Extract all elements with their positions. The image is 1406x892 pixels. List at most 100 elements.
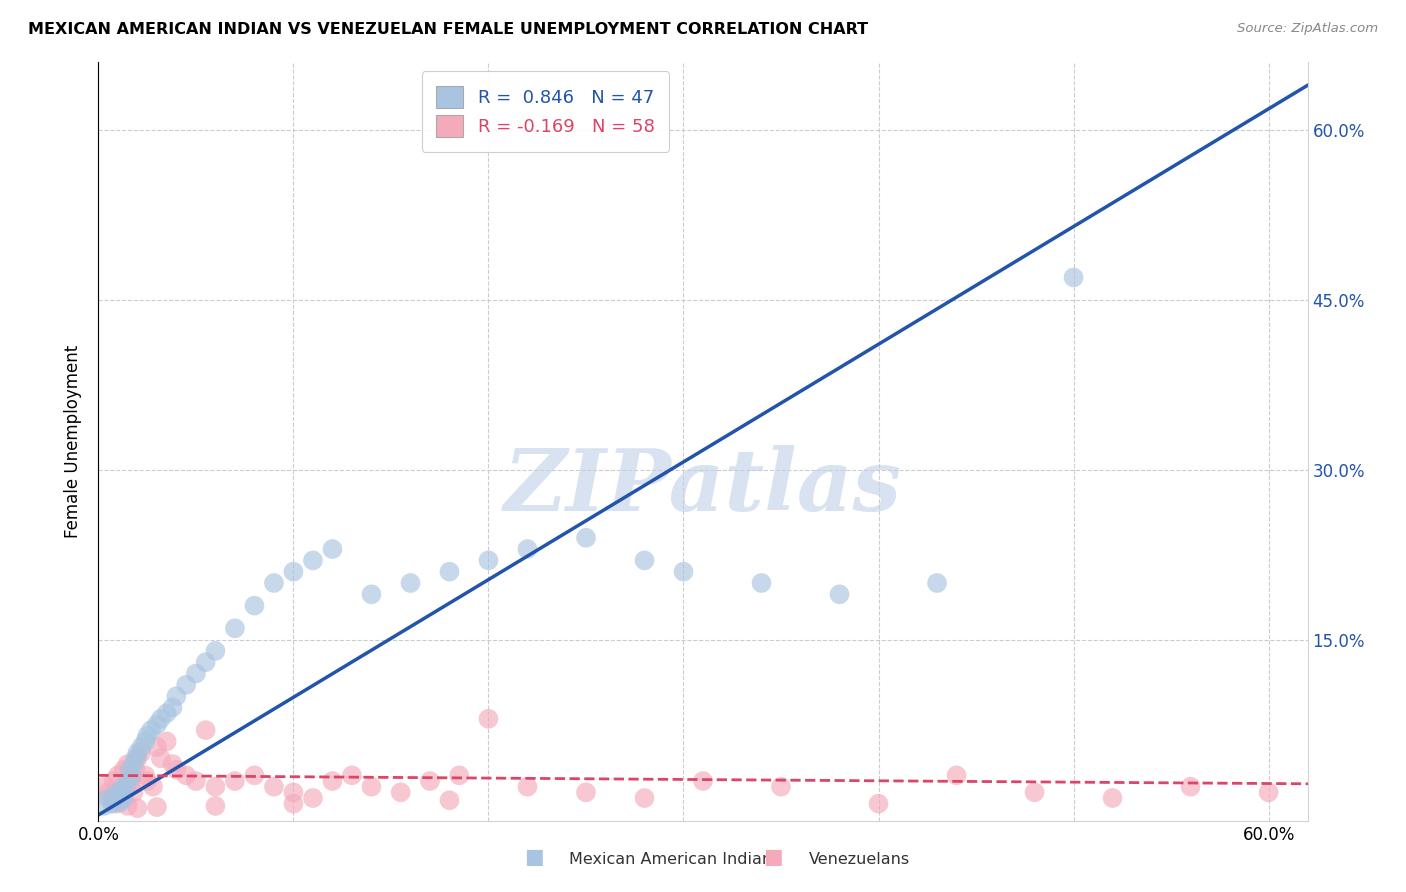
Point xyxy=(1063,270,1085,285)
Point xyxy=(146,717,169,731)
Point xyxy=(117,757,139,772)
Point xyxy=(112,763,135,777)
Point xyxy=(1180,780,1202,794)
Point xyxy=(477,553,499,567)
Point xyxy=(101,791,124,805)
Point xyxy=(162,700,184,714)
Point xyxy=(146,740,169,755)
Point xyxy=(360,587,382,601)
Point xyxy=(477,712,499,726)
Point xyxy=(118,763,141,777)
Point xyxy=(1101,791,1123,805)
Point xyxy=(162,757,184,772)
Point xyxy=(516,780,538,794)
Point xyxy=(156,706,179,720)
Point xyxy=(104,789,127,803)
Point xyxy=(204,799,226,814)
Point xyxy=(283,797,305,811)
Point xyxy=(97,785,120,799)
Point xyxy=(194,723,217,738)
Point xyxy=(399,576,422,591)
Point xyxy=(127,751,149,765)
Text: ■: ■ xyxy=(524,847,544,867)
Point xyxy=(121,768,143,782)
Point xyxy=(103,793,125,807)
Point xyxy=(156,734,179,748)
Text: Source: ZipAtlas.com: Source: ZipAtlas.com xyxy=(1237,22,1378,36)
Point xyxy=(131,746,153,760)
Point xyxy=(449,768,471,782)
Point xyxy=(321,774,343,789)
Point xyxy=(93,799,115,814)
Point xyxy=(124,763,146,777)
Point xyxy=(131,740,153,755)
Point xyxy=(114,780,136,794)
Point xyxy=(633,553,655,567)
Text: MEXICAN AMERICAN INDIAN VS VENEZUELAN FEMALE UNEMPLOYMENT CORRELATION CHART: MEXICAN AMERICAN INDIAN VS VENEZUELAN FE… xyxy=(28,22,869,37)
Point xyxy=(136,729,159,743)
Point xyxy=(340,768,363,782)
Point xyxy=(108,793,131,807)
Point xyxy=(122,785,145,799)
Point xyxy=(165,763,187,777)
Point xyxy=(575,785,598,799)
Point xyxy=(93,780,115,794)
Text: Venezuelans: Venezuelans xyxy=(808,852,910,867)
Point xyxy=(101,797,124,811)
Point xyxy=(945,768,967,782)
Point xyxy=(868,797,890,811)
Point xyxy=(243,599,266,613)
Point xyxy=(1257,785,1279,799)
Point xyxy=(302,791,325,805)
Point xyxy=(97,791,120,805)
Point xyxy=(194,655,217,669)
Point xyxy=(107,785,129,799)
Point xyxy=(419,774,441,789)
Point xyxy=(165,689,187,703)
Point xyxy=(112,791,135,805)
Point xyxy=(439,565,461,579)
Point xyxy=(114,781,136,796)
Point xyxy=(149,712,172,726)
Point xyxy=(136,774,159,789)
Legend: R =  0.846   N = 47, R = -0.169   N = 58: R = 0.846 N = 47, R = -0.169 N = 58 xyxy=(422,71,669,152)
Point xyxy=(134,768,156,782)
Point xyxy=(107,768,129,782)
Point xyxy=(633,791,655,805)
Point xyxy=(224,621,246,635)
Text: ZIPatlas: ZIPatlas xyxy=(503,445,903,529)
Y-axis label: Female Unemployment: Female Unemployment xyxy=(65,345,83,538)
Point xyxy=(925,576,948,591)
Point xyxy=(124,751,146,765)
Point xyxy=(769,780,792,794)
Point xyxy=(142,780,165,794)
Point xyxy=(184,666,207,681)
Point xyxy=(139,723,162,738)
Point xyxy=(103,774,125,789)
Point xyxy=(121,771,143,785)
Point xyxy=(692,774,714,789)
Point xyxy=(243,768,266,782)
Point xyxy=(117,799,139,814)
Point xyxy=(127,801,149,815)
Point xyxy=(127,746,149,760)
Point xyxy=(108,796,131,810)
Point xyxy=(283,565,305,579)
Point xyxy=(146,800,169,814)
Point xyxy=(174,678,197,692)
Point xyxy=(111,789,134,803)
Point xyxy=(828,587,851,601)
Text: ■: ■ xyxy=(763,847,783,867)
Point xyxy=(184,774,207,789)
Point xyxy=(174,768,197,782)
Point xyxy=(111,781,134,796)
Point xyxy=(321,542,343,557)
Point xyxy=(516,542,538,557)
Point xyxy=(118,777,141,791)
Point xyxy=(302,553,325,567)
Point xyxy=(117,774,139,789)
Point xyxy=(263,576,285,591)
Point xyxy=(751,576,773,591)
Point xyxy=(1024,785,1046,799)
Point xyxy=(672,565,695,579)
